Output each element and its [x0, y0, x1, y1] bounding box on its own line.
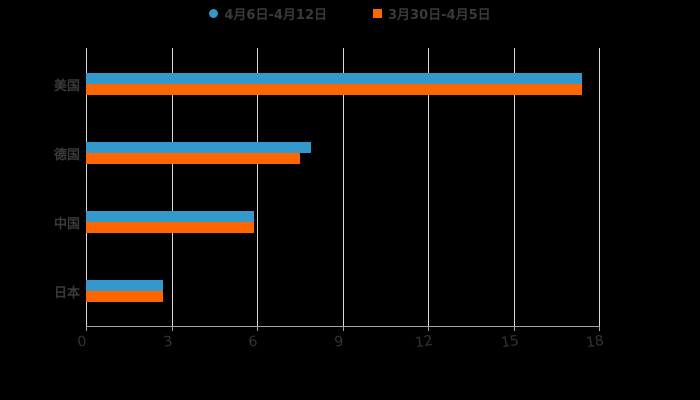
plot-area: [86, 48, 600, 326]
x-tick: [86, 326, 87, 331]
x-tick: [428, 326, 429, 331]
x-tick-label: 0: [76, 333, 88, 351]
x-tick-label: 3: [161, 333, 174, 351]
category-label: 德国: [53, 148, 80, 163]
gridline: [86, 48, 87, 326]
x-tick: [599, 326, 600, 331]
legend-label: 4月6日-4月12日: [224, 7, 327, 23]
bar-apr6-apr12[interactable]: [86, 211, 255, 222]
gridline: [513, 48, 515, 326]
x-tick-label: 18: [585, 332, 605, 352]
bar-apr6-apr12[interactable]: [86, 280, 163, 291]
category-label: 中国: [53, 217, 80, 232]
x-tick: [257, 326, 258, 331]
x-tick-label: 6: [247, 333, 259, 351]
bar-mar30-apr5[interactable]: [86, 222, 255, 233]
category-label: 美国: [53, 79, 80, 94]
x-tick: [171, 326, 173, 331]
category-label: 日本: [53, 286, 80, 301]
x-tick-label: 9: [332, 333, 345, 351]
chart-legend: 4月6日-4月12日 3月30日-4月5日: [0, 4, 700, 23]
bar-apr6-apr12[interactable]: [86, 73, 582, 84]
legend-item-week-apr6[interactable]: 4月6日-4月12日: [209, 4, 327, 23]
gridline: [342, 48, 344, 326]
bar-mar30-apr5[interactable]: [86, 84, 582, 95]
x-tick-label: 12: [414, 332, 434, 352]
x-tick: [342, 326, 344, 331]
x-tick: [513, 326, 515, 331]
legend-item-week-mar30[interactable]: 3月30日-4月5日: [373, 4, 491, 23]
legend-circle-icon: [209, 8, 219, 18]
gridline: [171, 48, 173, 326]
gridline: [428, 48, 429, 326]
bar-apr6-apr12[interactable]: [86, 142, 312, 153]
gridline: [599, 48, 600, 326]
bar-mar30-apr5[interactable]: [86, 291, 163, 302]
legend-label: 3月30日-4月5日: [388, 7, 491, 23]
bar-mar30-apr5[interactable]: [86, 153, 300, 164]
x-tick-label: 15: [499, 332, 520, 352]
gridline: [257, 48, 258, 326]
legend-square-icon: [373, 8, 382, 18]
